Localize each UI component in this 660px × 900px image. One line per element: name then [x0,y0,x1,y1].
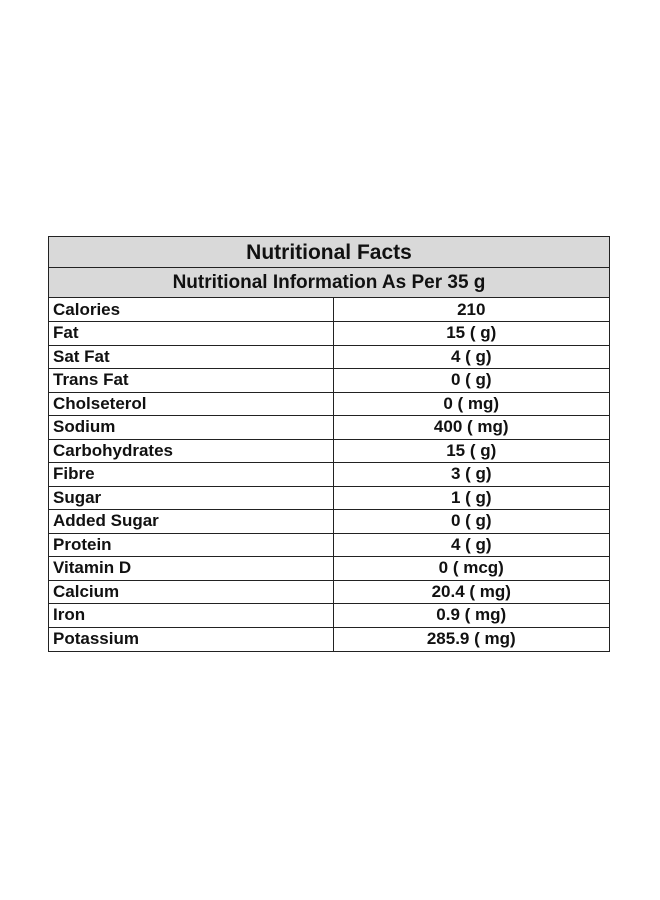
nutrient-amount: 1 ( g) [333,485,609,510]
table-title: Nutritional Facts [49,237,609,268]
nutrient-amount: 0 ( mg) [333,391,609,416]
nutrient-amount: 0 ( mcg) [333,556,609,580]
nutrient-amount: 20.4 ( mg) [333,579,609,604]
nutrient-amount: 400 ( mg) [333,415,609,439]
nutrient-name: Protein [49,532,334,557]
table-row: Vitamin D 0 ( mcg) [49,556,609,580]
table-row: Calcium 20.4 ( mg) [49,579,609,604]
nutrient-table: Calories 210 Fat 15 ( g) Sat Fat 4 ( g) … [49,298,609,651]
nutrient-amount: 0.9 ( mg) [333,603,609,627]
table-row: Potassium 285.9 ( mg) [49,626,609,651]
table-row: Iron 0.9 ( mg) [49,603,609,627]
nutrient-name: Fat [49,321,334,345]
table-row: Fat 15 ( g) [49,321,609,345]
nutrient-name: Cholseterol [49,391,334,416]
table-row: Sugar 1 ( g) [49,485,609,510]
nutrient-amount: 0 ( g) [333,509,609,533]
nutrient-name: Potassium [49,626,334,651]
nutrient-name: Carbohydrates [49,438,334,463]
nutrient-name: Sodium [49,415,334,439]
table-row: Sat Fat 4 ( g) [49,344,609,369]
nutrient-name: Calories [49,298,334,322]
nutrition-facts-table: Nutritional Facts Nutritional Informatio… [48,236,610,652]
table-row: Fibre 3 ( g) [49,462,609,486]
table-row: Sodium 400 ( mg) [49,415,609,439]
table-row: Trans Fat 0 ( g) [49,368,609,392]
nutrient-name: Fibre [49,462,334,486]
table-row: Added Sugar 0 ( g) [49,509,609,533]
nutrient-name: Vitamin D [49,556,334,580]
nutrient-name: Sat Fat [49,344,334,369]
table-row: Calories 210 [49,298,609,322]
nutrient-amount: 4 ( g) [333,532,609,557]
nutrient-name: Sugar [49,485,334,510]
table-row: Cholseterol 0 ( mg) [49,391,609,416]
nutrient-amount: 285.9 ( mg) [333,626,609,651]
nutrient-amount: 15 ( g) [333,321,609,345]
nutrient-name: Iron [49,603,334,627]
nutrient-name: Calcium [49,579,334,604]
nutrient-amount: 210 [457,299,486,319]
table-row: Protein 4 ( g) [49,532,609,557]
nutrient-name: Added Sugar [49,509,334,533]
nutrient-amount: 0 ( g) [333,368,609,392]
table-subtitle: Nutritional Information As Per 35 g [49,268,609,298]
nutrient-amount: 3 ( g) [333,462,609,486]
nutrient-amount: 4 ( g) [333,344,609,369]
table-row: Carbohydrates 15 ( g) [49,438,609,463]
nutrient-amount: 15 ( g) [333,438,609,463]
nutrient-name: Trans Fat [49,368,334,392]
